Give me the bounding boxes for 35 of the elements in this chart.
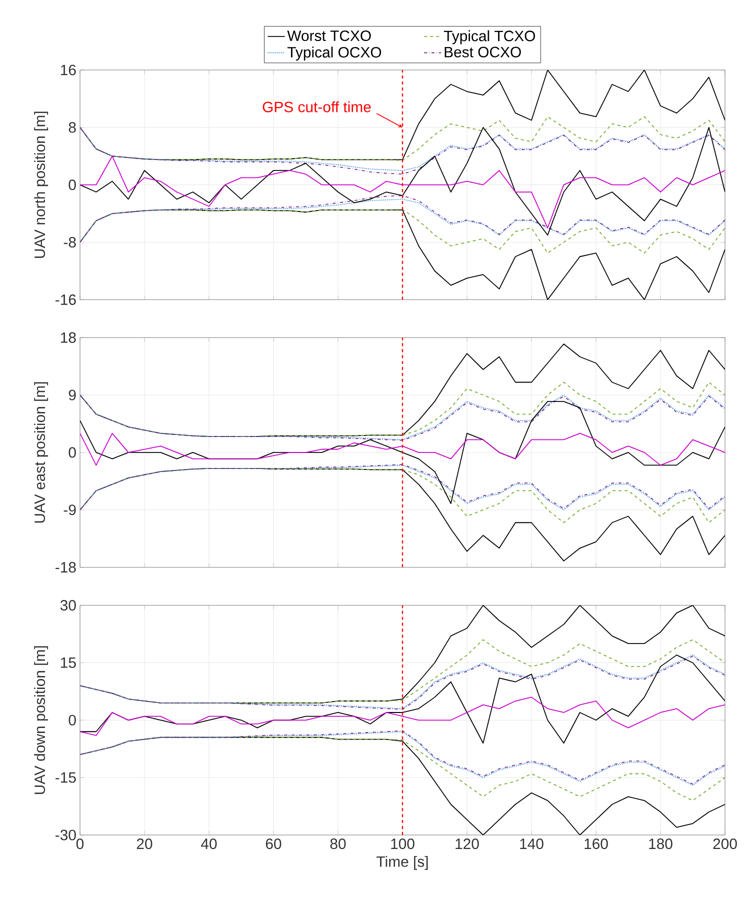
x-tick-label: 200 [713, 838, 737, 850]
legend-label: Best OCXO [444, 46, 521, 58]
y-tick-label: 9 [68, 390, 76, 400]
y-tick-label: -15 [56, 772, 76, 783]
x-tick-label: 0 [76, 838, 84, 850]
y-tick-label: -18 [56, 562, 76, 573]
y-axis-title: UAV down position [m] [34, 646, 48, 794]
x-tick-label: 60 [266, 838, 282, 850]
x-tick-label: 40 [201, 838, 217, 850]
x-tick-label: 140 [520, 838, 544, 850]
y-axis-title: UAV north position [m] [34, 112, 48, 258]
y-tick-label: 15 [61, 658, 76, 668]
x-axis-title: Time [s] [376, 856, 428, 870]
x-tick-label: 180 [649, 838, 672, 850]
y-tick-label: -9 [64, 504, 76, 516]
y-axis-title: UAV east position [m] [34, 382, 48, 523]
y-tick-label: -16 [56, 294, 76, 305]
x-tick-label: 100 [391, 838, 414, 850]
y-tick-label: 0 [68, 714, 76, 726]
y-tick-label: 16 [61, 64, 76, 76]
legend-label: Typical OCXO [287, 46, 382, 61]
x-tick-label: 80 [330, 838, 346, 850]
x-tick-label: 20 [136, 838, 152, 850]
y-tick-label: 8 [68, 122, 76, 133]
annotation: GPS cut-off time [262, 101, 371, 112]
y-tick-label: -8 [64, 236, 76, 248]
y-tick-label: -30 [56, 830, 76, 840]
legend-label: Typical TCXO [444, 30, 536, 44]
legend-label: Worst TCXO [287, 30, 371, 42]
y-tick-label: 18 [61, 332, 76, 343]
x-tick-label: 120 [456, 838, 479, 850]
y-tick-label: 30 [60, 600, 76, 611]
x-tick-label: 160 [584, 838, 608, 850]
y-tick-label: 0 [68, 180, 76, 190]
y-tick-label: 0 [68, 447, 76, 458]
